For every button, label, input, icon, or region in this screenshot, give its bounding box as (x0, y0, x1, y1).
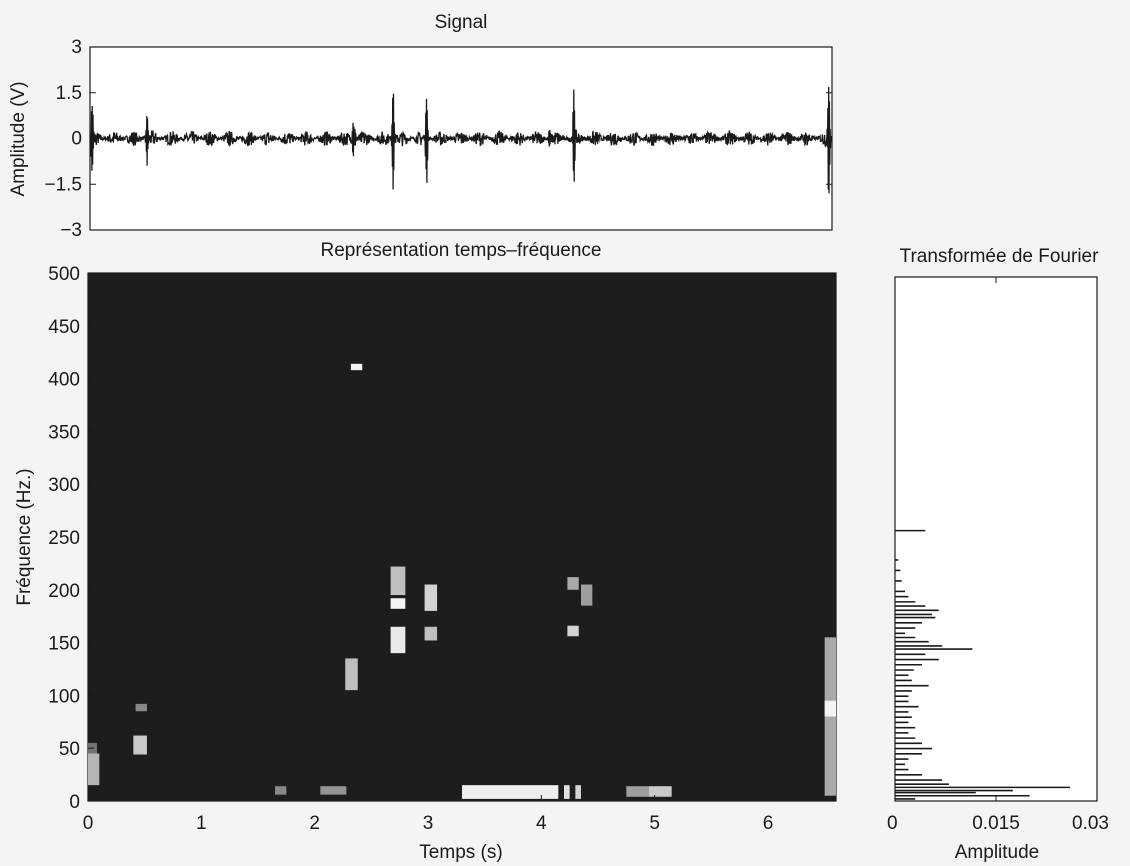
tf-x-tick-label: 6 (763, 813, 774, 834)
fourier-x-tick-label: 0.015 (972, 813, 1020, 834)
tf-cell (649, 786, 672, 797)
tf-x-tick-label: 1 (196, 813, 207, 834)
fourier-title: Transformée de Fourier (900, 246, 1100, 267)
tf-y-tick-label: 50 (59, 739, 80, 760)
tf-cell (462, 785, 559, 799)
tf-y-tick-label: 500 (48, 264, 80, 285)
tf-cell (626, 786, 649, 797)
fourier-plot-area (894, 276, 1098, 802)
signal-y-tick-label: 1.5 (56, 83, 82, 104)
tf-cell (390, 598, 406, 609)
tf-x-label: Temps (s) (419, 842, 502, 863)
tf-cell (567, 577, 579, 590)
tf-cell (567, 625, 579, 637)
tf-y-tick-label: 250 (48, 528, 80, 549)
tf-cell (424, 626, 438, 641)
fourier-bars-group (895, 529, 1071, 800)
tf-y-tick-label: 150 (48, 634, 80, 655)
tf-cells-group (88, 363, 836, 799)
tf-cell (390, 626, 406, 654)
tf-x-tick-label: 0 (83, 813, 94, 834)
signal-trace (89, 86, 833, 194)
tf-cell (88, 753, 100, 786)
signal-y-ticks: 3 1.5 0 −1.5 −3 (44, 37, 832, 241)
fourier-x-ticks: 0 0.015 0.03 (887, 277, 1109, 834)
tf-y-tick-label: 350 (48, 422, 80, 443)
tf-x-tick-label: 4 (536, 813, 547, 834)
fourier-x-label: Amplitude (955, 842, 1040, 863)
tf-cell (824, 700, 836, 717)
tf-cell (564, 785, 570, 799)
tf-title: Représentation temps–fréquence (321, 240, 602, 261)
tf-cell (581, 584, 593, 606)
tf-plot-area (87, 272, 837, 802)
tf-cell (424, 584, 438, 611)
tf-x-ticks: 0 1 2 3 4 5 6 (83, 795, 774, 834)
tf-cell (350, 363, 363, 371)
signal-y-tick-label: 3 (71, 37, 82, 58)
signal-title: Signal (435, 12, 488, 33)
tf-y-tick-label: 100 (48, 686, 80, 707)
tf-y-tick-label: 400 (48, 370, 80, 391)
tf-x-tick-label: 5 (649, 813, 660, 834)
tf-x-tick-label: 3 (423, 813, 434, 834)
signal-y-tick-label: −1.5 (44, 174, 82, 195)
tf-cell (275, 786, 287, 795)
tf-y-tick-label: 200 (48, 581, 80, 602)
tf-y-tick-label: 300 (48, 475, 80, 496)
fourier-x-tick-label: 0 (887, 813, 898, 834)
tf-cell (345, 658, 358, 691)
fourier-panel: 0 0.015 0.03 Transformée de Fourier Amplit… (887, 246, 1109, 863)
time-frequency-panel: 0 50 100 150 200 250 300 350 400 450 500 0 1 2 3 4 5 6 R… (14, 240, 837, 863)
tf-y-ticks: 0 50 100 150 200 250 300 350 400 450 500 (48, 264, 94, 813)
tf-y-tick-label: 0 (69, 792, 80, 813)
signal-panel: 3 1.5 0 −1.5 −3 Signal Amplitude (V) (8, 12, 833, 241)
fourier-x-tick-label: 0.03 (1072, 813, 1109, 834)
tf-cell (135, 703, 147, 712)
signal-y-label: Amplitude (V) (8, 81, 29, 196)
signal-y-tick-label: −3 (60, 220, 82, 241)
tf-cell (575, 785, 581, 799)
signal-trace-group (89, 86, 833, 194)
tf-cell (390, 566, 406, 596)
tf-x-tick-label: 2 (309, 813, 320, 834)
tf-cell (320, 786, 347, 795)
tf-y-tick-label: 450 (48, 317, 80, 338)
tf-cell (133, 735, 147, 755)
tf-y-label: Fréquence (Hz.) (14, 468, 35, 605)
signal-y-tick-label: 0 (71, 129, 82, 150)
